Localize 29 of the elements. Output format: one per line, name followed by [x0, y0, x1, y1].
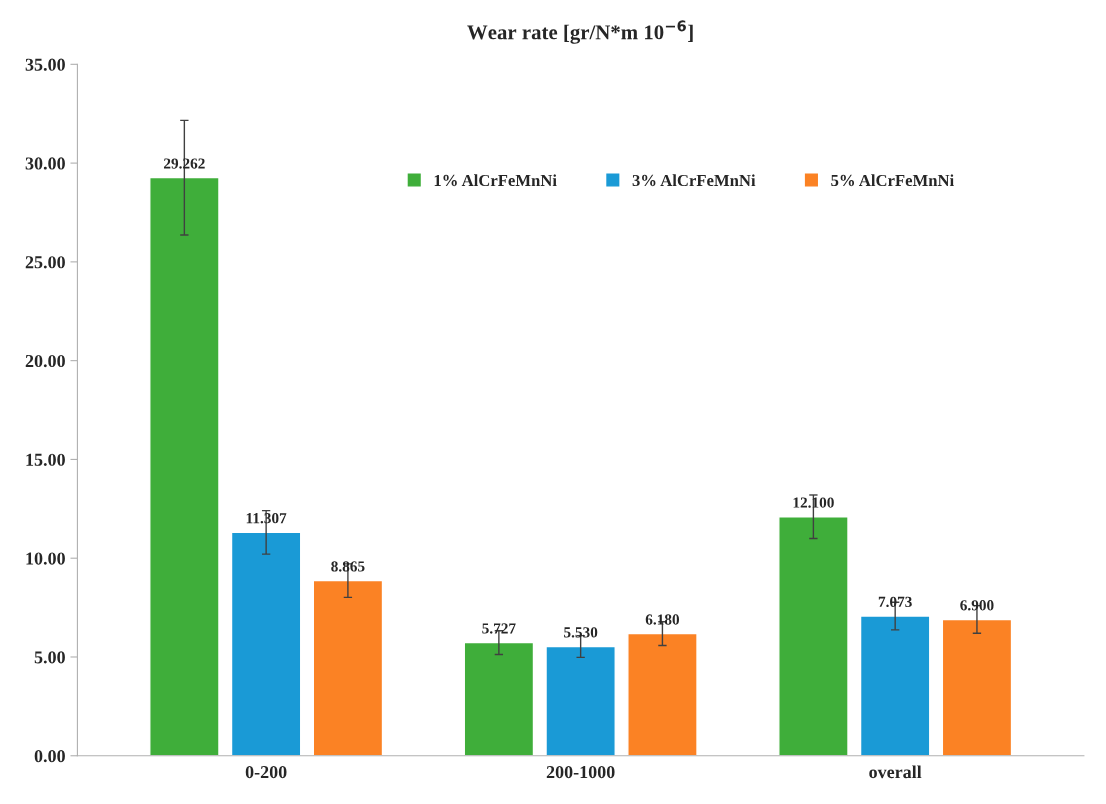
data-label: 6.180 — [645, 614, 680, 625]
legend-label: 1% AlCrFeMnNi — [434, 174, 557, 187]
data-label: 5.727 — [482, 623, 516, 634]
legend-label: 5% AlCrFeMnNi — [831, 174, 954, 187]
y-tick-label: 35.00 — [25, 58, 65, 71]
data-label: 7.073 — [878, 596, 912, 608]
bar — [463, 641, 535, 756]
bar — [545, 645, 616, 756]
x-tick-label: 200-1000 — [546, 766, 615, 779]
data-label: 5.530 — [564, 627, 598, 638]
data-label: 6.900 — [960, 600, 994, 611]
x-tick-label: 0-200 — [245, 766, 287, 779]
chart-title: Wear rate [gr/N*m 10$^{−6}$] — [467, 20, 693, 44]
y-tick-label: 25.00 — [25, 256, 65, 269]
y-tick-label: 15.00 — [26, 453, 65, 466]
x-tick-label: overall — [869, 765, 922, 779]
bar — [230, 531, 302, 756]
bar — [312, 579, 384, 756]
y-tick-label: 30.00 — [25, 157, 65, 170]
y-tick-label: 20.00 — [25, 354, 65, 368]
legend-label: 3% AlCrFeMnNi — [632, 174, 756, 187]
y-tick-label: 0.00 — [34, 750, 65, 763]
bar — [627, 632, 698, 756]
bar — [859, 615, 931, 756]
y-tick-label: 10.00 — [26, 552, 65, 565]
y-tick-label: 5.00 — [34, 651, 65, 664]
bar — [941, 618, 1013, 756]
bar — [778, 516, 849, 756]
bar — [149, 176, 220, 756]
